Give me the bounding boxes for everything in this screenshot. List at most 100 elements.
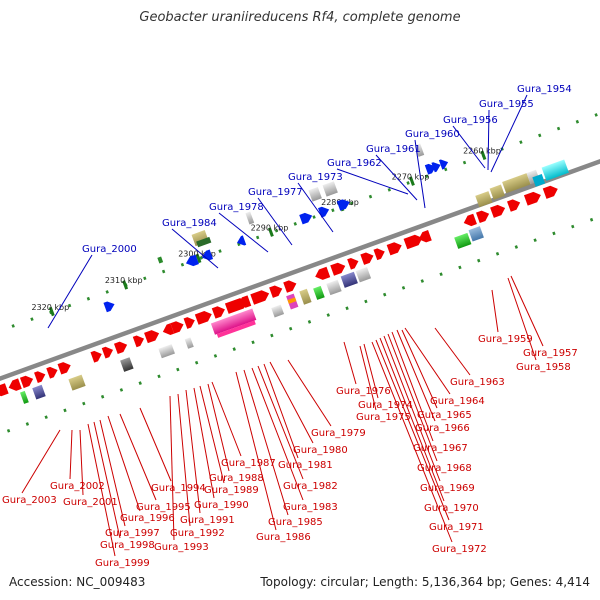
leader-line (287, 359, 332, 427)
track-dot (218, 249, 222, 253)
gene-box (502, 173, 531, 194)
leader-line (139, 407, 172, 482)
leader-line (119, 413, 157, 501)
track-dot (161, 269, 166, 274)
leader-line (171, 228, 219, 269)
gene-label: Gura_1959 (478, 334, 533, 345)
leader-line (177, 393, 191, 527)
leader-line (269, 361, 314, 444)
gene-arrow-forward (438, 159, 449, 170)
gene-label: Gura_1987 (221, 458, 276, 469)
scale-tick (48, 306, 55, 317)
scale-tick-label: 2260 kbp (463, 147, 501, 156)
track-dot (349, 201, 354, 206)
track-dot (538, 133, 542, 138)
scale-tick-label: 2320 kbp (32, 303, 70, 312)
leader-line (47, 254, 93, 329)
track-dot (345, 306, 349, 311)
gene-label: Gura_2000 (82, 244, 137, 255)
gene-arrow-forward (336, 199, 350, 211)
track-dot (274, 228, 279, 233)
leader-line (363, 343, 379, 399)
gene-box (489, 184, 505, 200)
gene-arrow-forward (144, 330, 160, 344)
gene-label: Gura_1991 (180, 515, 235, 526)
gene-label: Gura_1963 (450, 377, 505, 388)
bottom-gene-labels: Gura_1959 Gura_1957 Gura_1958 Gura_1963 Gura… (2, 334, 578, 569)
track-dot (575, 119, 580, 124)
scale-tick (122, 280, 129, 290)
gene-label: Gura_1969 (420, 483, 475, 494)
gene-arrow-forward (299, 212, 313, 225)
track-dot (232, 347, 236, 351)
gene-arrow-forward (101, 346, 114, 359)
track-dot (255, 235, 260, 240)
track-dot (82, 401, 86, 406)
leader-line (375, 339, 450, 521)
gene-label: Gura_1973 (288, 172, 343, 183)
track-dot (406, 181, 410, 185)
track-dot (44, 415, 48, 420)
gene-label: Gura_1965 (417, 410, 472, 421)
gene-box (157, 256, 164, 264)
track-dot (533, 238, 537, 243)
gene-arrow-reverse (185, 254, 199, 267)
leader-line (79, 429, 84, 496)
gene-label: Gura_1985 (268, 517, 323, 528)
gene-arrow-forward (170, 321, 184, 334)
track-dot (571, 224, 575, 229)
track-dot (11, 324, 15, 328)
gene-arrow-reverse (315, 266, 331, 280)
track-dot (420, 279, 424, 283)
scale-tick-label: 2310 kbp (105, 276, 143, 285)
leader-line (434, 327, 471, 376)
gene-box (68, 374, 86, 391)
gene-arrow-forward (330, 262, 346, 276)
leader-line (401, 329, 438, 409)
gene-label: Gura_1977 (248, 187, 303, 198)
top-leader-lines (47, 94, 528, 329)
leader-line (193, 387, 215, 499)
gene-arrow-forward (250, 290, 270, 305)
gene-box (468, 226, 484, 242)
leader-line (211, 381, 242, 457)
gene-box (299, 288, 312, 305)
leader-line (359, 345, 377, 411)
track-dot (439, 272, 443, 277)
track-dot (194, 360, 199, 365)
gene-label: Gura_1962 (327, 158, 382, 169)
genome-title: Geobacter uraniireducens Rf4, complete g… (139, 10, 461, 25)
gene-box (340, 271, 358, 288)
gene-box (313, 285, 325, 300)
gene-label: Gura_1970 (424, 503, 479, 514)
track-dot (100, 394, 105, 399)
gene-box (355, 267, 372, 283)
gene-arrow-reverse (236, 235, 247, 246)
gene-label: Gura_1958 (516, 362, 571, 373)
scale-tick-label: 2270 kbp (392, 172, 430, 181)
gene-label: Gura_1974 (358, 400, 413, 411)
accession-text: Accession: NC_009483 (9, 575, 146, 589)
gene-box (414, 143, 425, 157)
gene-arrow-forward (194, 311, 212, 325)
gene-box (120, 357, 134, 372)
genome-info-text: Topology: circular; Length: 5,136,364 bp… (260, 575, 590, 589)
leader-line (383, 335, 441, 482)
gene-label: Gura_1981 (278, 460, 333, 471)
gene-label: Gura_1996 (120, 513, 175, 524)
leader-line (235, 371, 277, 531)
gene-label: Gura_1954 (517, 84, 572, 95)
gene-label: Gura_1955 (479, 99, 534, 110)
track-dots (6, 113, 598, 433)
gene-arrow-forward (542, 185, 558, 199)
gene-box (326, 279, 342, 296)
scale-tick (195, 253, 202, 264)
gene-arrow-forward (360, 252, 374, 265)
gene-box (271, 304, 285, 318)
gene-arrow-forward (431, 162, 441, 173)
leader-line (487, 109, 490, 171)
gene-arrow-forward (132, 335, 145, 348)
track-dot (387, 187, 391, 192)
